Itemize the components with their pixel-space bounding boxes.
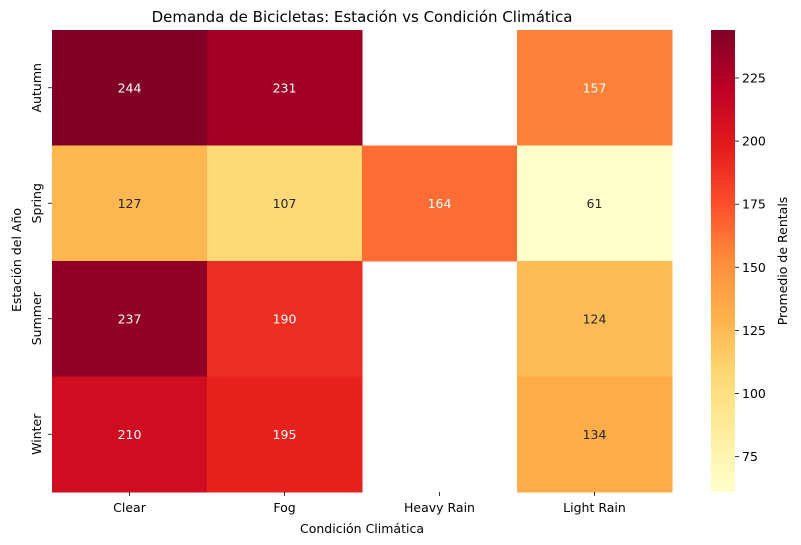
colorbar-tick-label: 75: [742, 449, 758, 464]
cell-value-label: 61: [587, 196, 603, 211]
heatmap-cell: [52, 145, 208, 262]
heatmap-cell: [517, 376, 673, 493]
heatmap-cell: [52, 261, 208, 377]
x-axis-ticks: Clear Fog Heavy Rain Light Rain: [113, 492, 626, 515]
cell-value-label: 231: [273, 80, 297, 95]
y-axis-ticks: Autumn Spring Summer Winter: [29, 63, 52, 455]
colorbar-tick-label: 175: [742, 197, 766, 212]
x-axis-label: Condición Climática: [300, 521, 424, 536]
heatmap-cell: [207, 261, 363, 377]
colorbar-tick-label: 100: [742, 386, 766, 401]
colorbar-tick-label: 200: [742, 134, 766, 149]
heatmap-cells: 244 231 157 127 107 164 61 237 190 124 210 195 134: [52, 30, 673, 493]
heatmap-cell: [52, 30, 208, 146]
heatmap-cell: [52, 376, 208, 493]
cell-value-label: 107: [273, 196, 297, 211]
heatmap-cell: [207, 30, 363, 146]
cell-value-label: 157: [583, 80, 607, 95]
cell-value-label: 127: [118, 196, 142, 211]
heatmap-cell: [517, 145, 673, 262]
y-tick-label: Winter: [29, 413, 44, 455]
colorbar: [711, 30, 735, 492]
colorbar-label: Promedio de Rentals: [775, 197, 790, 326]
x-tick-label: Light Rain: [563, 500, 626, 515]
y-tick-label: Summer: [29, 291, 44, 345]
chart-title: Demanda de Bicicletas: Estación vs Condi…: [152, 8, 573, 26]
y-tick-label: Autumn: [29, 63, 44, 112]
heatmap-cell: [207, 376, 363, 493]
y-tick-label: Spring: [29, 183, 44, 223]
cell-value-label: 237: [118, 311, 142, 326]
x-tick-label: Clear: [113, 500, 147, 515]
cell-value-label: 190: [273, 311, 297, 326]
cell-value-label: 195: [273, 427, 297, 442]
heatmap-cell: [362, 145, 518, 262]
heatmap-cell: [517, 30, 673, 146]
cell-value-label: 210: [118, 427, 142, 442]
colorbar-tick-label: 125: [742, 323, 766, 338]
heatmap-cell: [207, 145, 363, 262]
y-axis-label: Estación del Año: [9, 208, 24, 312]
cell-value-label: 164: [428, 196, 452, 211]
cell-value-label: 134: [583, 427, 607, 442]
cell-value-label: 244: [118, 80, 142, 95]
colorbar-tick-label: 225: [742, 70, 766, 85]
cell-value-label: 124: [583, 311, 607, 326]
heatmap-cell: [517, 261, 673, 377]
colorbar-ticks: 75 100 125 150 175 200 225: [735, 70, 766, 464]
colorbar-tick-label: 150: [742, 260, 766, 275]
x-tick-label: Heavy Rain: [404, 500, 475, 515]
x-tick-label: Fog: [273, 500, 295, 515]
